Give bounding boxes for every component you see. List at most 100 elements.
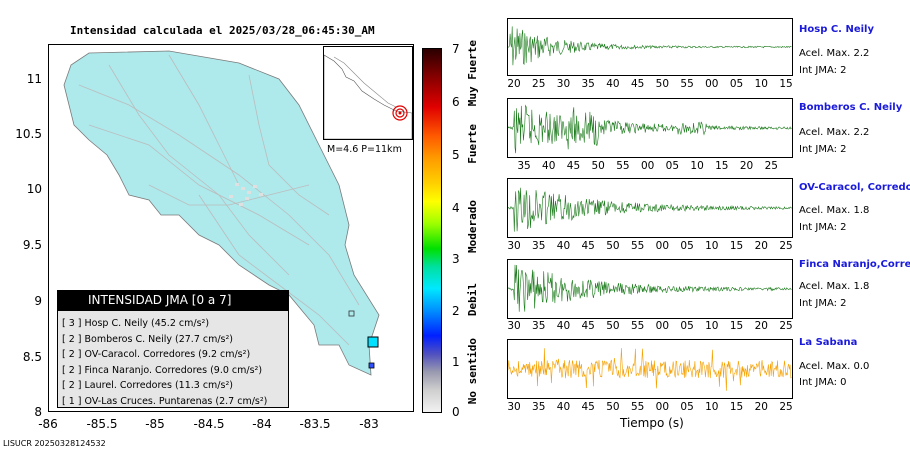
trace-tick-label: 35 — [517, 160, 531, 172]
waveform-line — [508, 264, 792, 312]
waveform-svg — [508, 26, 792, 66]
colorbar-label-debil: Debil — [466, 283, 479, 317]
station-name: La Sabana — [799, 337, 858, 348]
trace-tick-label: 25 — [764, 160, 778, 172]
legend-row: [ 2 ] Bomberos C. Neily (27.7 cm/s²) — [62, 333, 234, 345]
colorbar-label-moderado: Moderado — [466, 200, 479, 253]
station-int: Int JMA: 2 — [799, 144, 847, 155]
trace-tick-label: 35 — [581, 78, 595, 90]
trace-tick-label: 45 — [581, 240, 595, 252]
trace-tick-label: 20 — [739, 160, 754, 172]
trace-tick-label: 15 — [715, 160, 729, 172]
trace-tick-label: 05 — [729, 78, 744, 90]
trace-tick-label: 05 — [680, 320, 694, 332]
trace-tick-label: 10 — [754, 78, 768, 90]
waveform-panel — [507, 259, 793, 319]
trace-tick-label: 30 — [507, 240, 521, 252]
legend-row: [ 3 ] Hosp C. Neily (45.2 cm/s²) — [62, 318, 210, 329]
trace-tick-label: 25 — [779, 401, 793, 413]
trace-tick-label: 55 — [630, 240, 645, 252]
country-map-svg — [63, 50, 380, 376]
trace-tick-label: 15 — [729, 320, 744, 332]
waveform-panel — [507, 339, 793, 399]
legend-row: [ 2 ] Laurel. Corredores (11.3 cm/s²) — [62, 380, 233, 391]
legend-title: INTENSIDAD JMA [0 a 7] — [58, 291, 288, 311]
waveform-svg — [508, 264, 792, 312]
colorbar-label-muy-fuerte: Muy Fuerte — [466, 40, 479, 107]
trace-tick-label: 10 — [690, 160, 704, 172]
station-acel: Acel. Max. 2.2 — [799, 48, 870, 59]
trace-tick-label: 15 — [779, 78, 793, 90]
colorbar-label-fuerte: Fuerte — [466, 124, 479, 164]
waveform-svg — [508, 187, 792, 232]
waveform-svg — [508, 104, 792, 154]
trace-tick-label: 20 — [507, 78, 521, 90]
station-acel: Acel. Max. 1.8 — [799, 281, 870, 292]
colorbar-number: 4 — [452, 201, 460, 215]
trace-tick-label: 55 — [616, 160, 630, 172]
trace-tick-label: 30 — [556, 78, 571, 90]
colorbar-number: 1 — [452, 355, 460, 369]
trace-tick-label: 45 — [581, 320, 595, 332]
station-acel: Acel. Max. 0.0 — [799, 361, 870, 372]
trace-tick-label: 50 — [655, 78, 670, 90]
x-tick: -84 — [252, 417, 272, 431]
y-tick: 9 — [34, 294, 42, 308]
trace-tick-label: 20 — [754, 320, 768, 332]
trace-tick-label: 55 — [630, 320, 645, 332]
trace-tick-label: 35 — [532, 240, 546, 252]
epicenter-dot — [398, 111, 402, 115]
trace-tick-label: 05 — [680, 401, 694, 413]
trace-tick-label: 40 — [542, 160, 556, 172]
station-name: OV-Caracol, Corredores — [799, 182, 910, 193]
epicenter-ring — [395, 108, 405, 118]
waveform-panel — [507, 98, 793, 158]
station-int: Int JMA: 2 — [799, 298, 847, 309]
trace-tick-label: 35 — [532, 401, 546, 413]
inset-caption: M=4.6 P=11km — [327, 144, 402, 155]
inset-svg — [324, 54, 412, 139]
station-name: Hosp C. Neily — [799, 24, 874, 35]
trace-tick-label: 55 — [630, 401, 645, 413]
trace-tick-label: 50 — [606, 240, 620, 252]
trace-tick-label: 00 — [655, 240, 670, 252]
trace-tick-label: 10 — [705, 401, 719, 413]
y-tick: 11 — [26, 72, 42, 86]
trace-tick-label: 20 — [754, 401, 768, 413]
legend-row: [ 2 ] Finca Naranjo. Corredores (9.0 cm/… — [62, 364, 263, 376]
trace-tick-label: 05 — [680, 240, 694, 252]
trace-tick-label: 40 — [556, 320, 571, 332]
waveform-panel — [507, 18, 793, 76]
legend-row: [ 1 ] OV-Las Cruces. Puntarenas (2.7 cm/… — [62, 395, 268, 407]
trace-tick-label: 00 — [705, 78, 719, 90]
trace-tick-label: 35 — [532, 320, 546, 332]
trace-tick-label: 00 — [655, 401, 670, 413]
colorbar-number: 3 — [452, 252, 460, 266]
trace-tick-label: 50 — [591, 160, 605, 172]
trace-tick-label: 05 — [665, 160, 680, 172]
trace-tick-label: 20 — [754, 240, 768, 252]
trace-tick-label: 45 — [566, 160, 581, 172]
y-tick: 8 — [34, 405, 42, 419]
waveform-line — [508, 26, 792, 66]
station-int: Int JMA: 2 — [799, 65, 847, 76]
y-tick: 10 — [26, 182, 42, 196]
station-name: Finca Naranjo,Corredores — [799, 259, 910, 270]
colorbar-number: 7 — [452, 42, 460, 56]
x-tick: -84.5 — [193, 417, 225, 431]
road-network — [78, 54, 360, 346]
station-marker — [367, 336, 379, 348]
costa-rica-land — [63, 50, 380, 376]
x-tick: -83 — [359, 417, 379, 431]
station-name: Bomberos C. Neily — [799, 102, 903, 113]
trace-tick-label: 45 — [581, 401, 595, 413]
colorbar-number: 5 — [452, 148, 460, 162]
trace-tick-label: 00 — [655, 320, 670, 332]
waveform-line — [508, 187, 792, 232]
trace-tick-label: 15 — [729, 401, 744, 413]
y-tick: 8.5 — [22, 350, 42, 364]
waveform-svg — [508, 348, 792, 391]
x-tick: -85 — [145, 417, 165, 431]
waveform-panel — [507, 178, 793, 238]
time-axis-label: Tiempo (s) — [620, 416, 684, 430]
